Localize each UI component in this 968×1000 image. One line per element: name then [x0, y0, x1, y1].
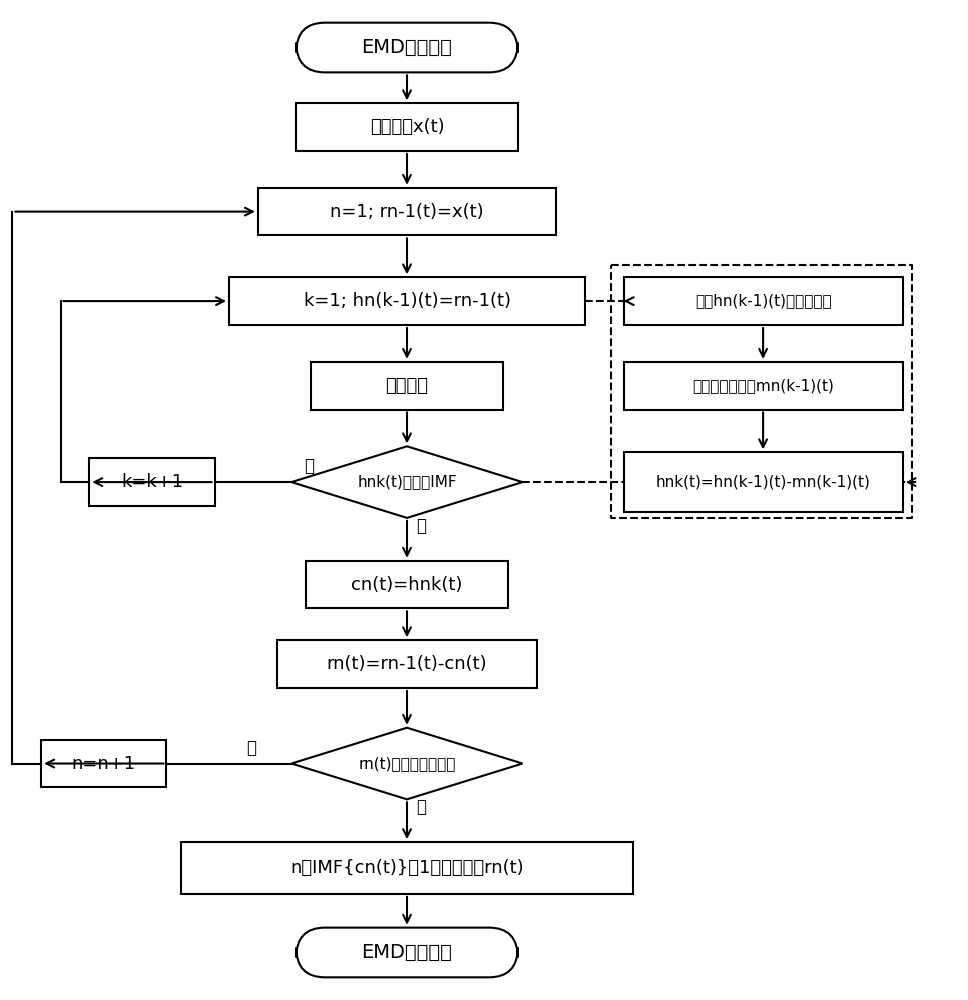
Text: rn(t)是否为单调函数: rn(t)是否为单调函数: [358, 756, 456, 771]
Text: 否: 否: [304, 457, 314, 475]
Text: 否: 否: [246, 739, 257, 757]
FancyBboxPatch shape: [623, 362, 903, 410]
FancyBboxPatch shape: [311, 362, 503, 410]
FancyBboxPatch shape: [296, 928, 518, 977]
FancyBboxPatch shape: [306, 561, 508, 608]
Text: n=n+1: n=n+1: [72, 755, 136, 773]
Text: 求上下包络均值mn(k-1)(t): 求上下包络均值mn(k-1)(t): [692, 378, 834, 393]
FancyBboxPatch shape: [296, 23, 518, 72]
Text: EMD程序结束: EMD程序结束: [362, 943, 452, 962]
FancyBboxPatch shape: [623, 277, 903, 325]
Text: 是: 是: [416, 798, 427, 816]
FancyBboxPatch shape: [277, 640, 537, 688]
Polygon shape: [291, 728, 523, 799]
Text: 是: 是: [416, 517, 427, 535]
FancyBboxPatch shape: [296, 103, 518, 151]
Text: k=k+1: k=k+1: [121, 473, 183, 491]
FancyBboxPatch shape: [89, 458, 215, 506]
FancyBboxPatch shape: [42, 740, 166, 787]
Text: n个IMF{cn(t)}与1个趋势函数rn(t): n个IMF{cn(t)}与1个趋势函数rn(t): [290, 859, 524, 877]
Text: rn(t)=rn-1(t)-cn(t): rn(t)=rn-1(t)-cn(t): [326, 655, 487, 673]
FancyBboxPatch shape: [229, 277, 585, 325]
FancyBboxPatch shape: [257, 188, 557, 235]
Text: 找出hn(k-1)(t)的上下包络: 找出hn(k-1)(t)的上下包络: [695, 294, 832, 309]
Polygon shape: [291, 446, 523, 518]
Text: 筛选程序: 筛选程序: [385, 377, 429, 395]
Text: hnk(t)=hn(k-1)(t)-mn(k-1)(t): hnk(t)=hn(k-1)(t)-mn(k-1)(t): [655, 475, 870, 490]
Text: cn(t)=hnk(t): cn(t)=hnk(t): [351, 576, 463, 594]
Text: hnk(t)是否为IMF: hnk(t)是否为IMF: [357, 475, 457, 490]
Text: EMD程序开始: EMD程序开始: [362, 38, 452, 57]
Text: 输入信号x(t): 输入信号x(t): [370, 118, 444, 136]
FancyBboxPatch shape: [181, 842, 633, 894]
Text: k=1; hn(k-1)(t)=rn-1(t): k=1; hn(k-1)(t)=rn-1(t): [304, 292, 510, 310]
Text: n=1; rn-1(t)=x(t): n=1; rn-1(t)=x(t): [330, 203, 484, 221]
FancyBboxPatch shape: [623, 452, 903, 512]
